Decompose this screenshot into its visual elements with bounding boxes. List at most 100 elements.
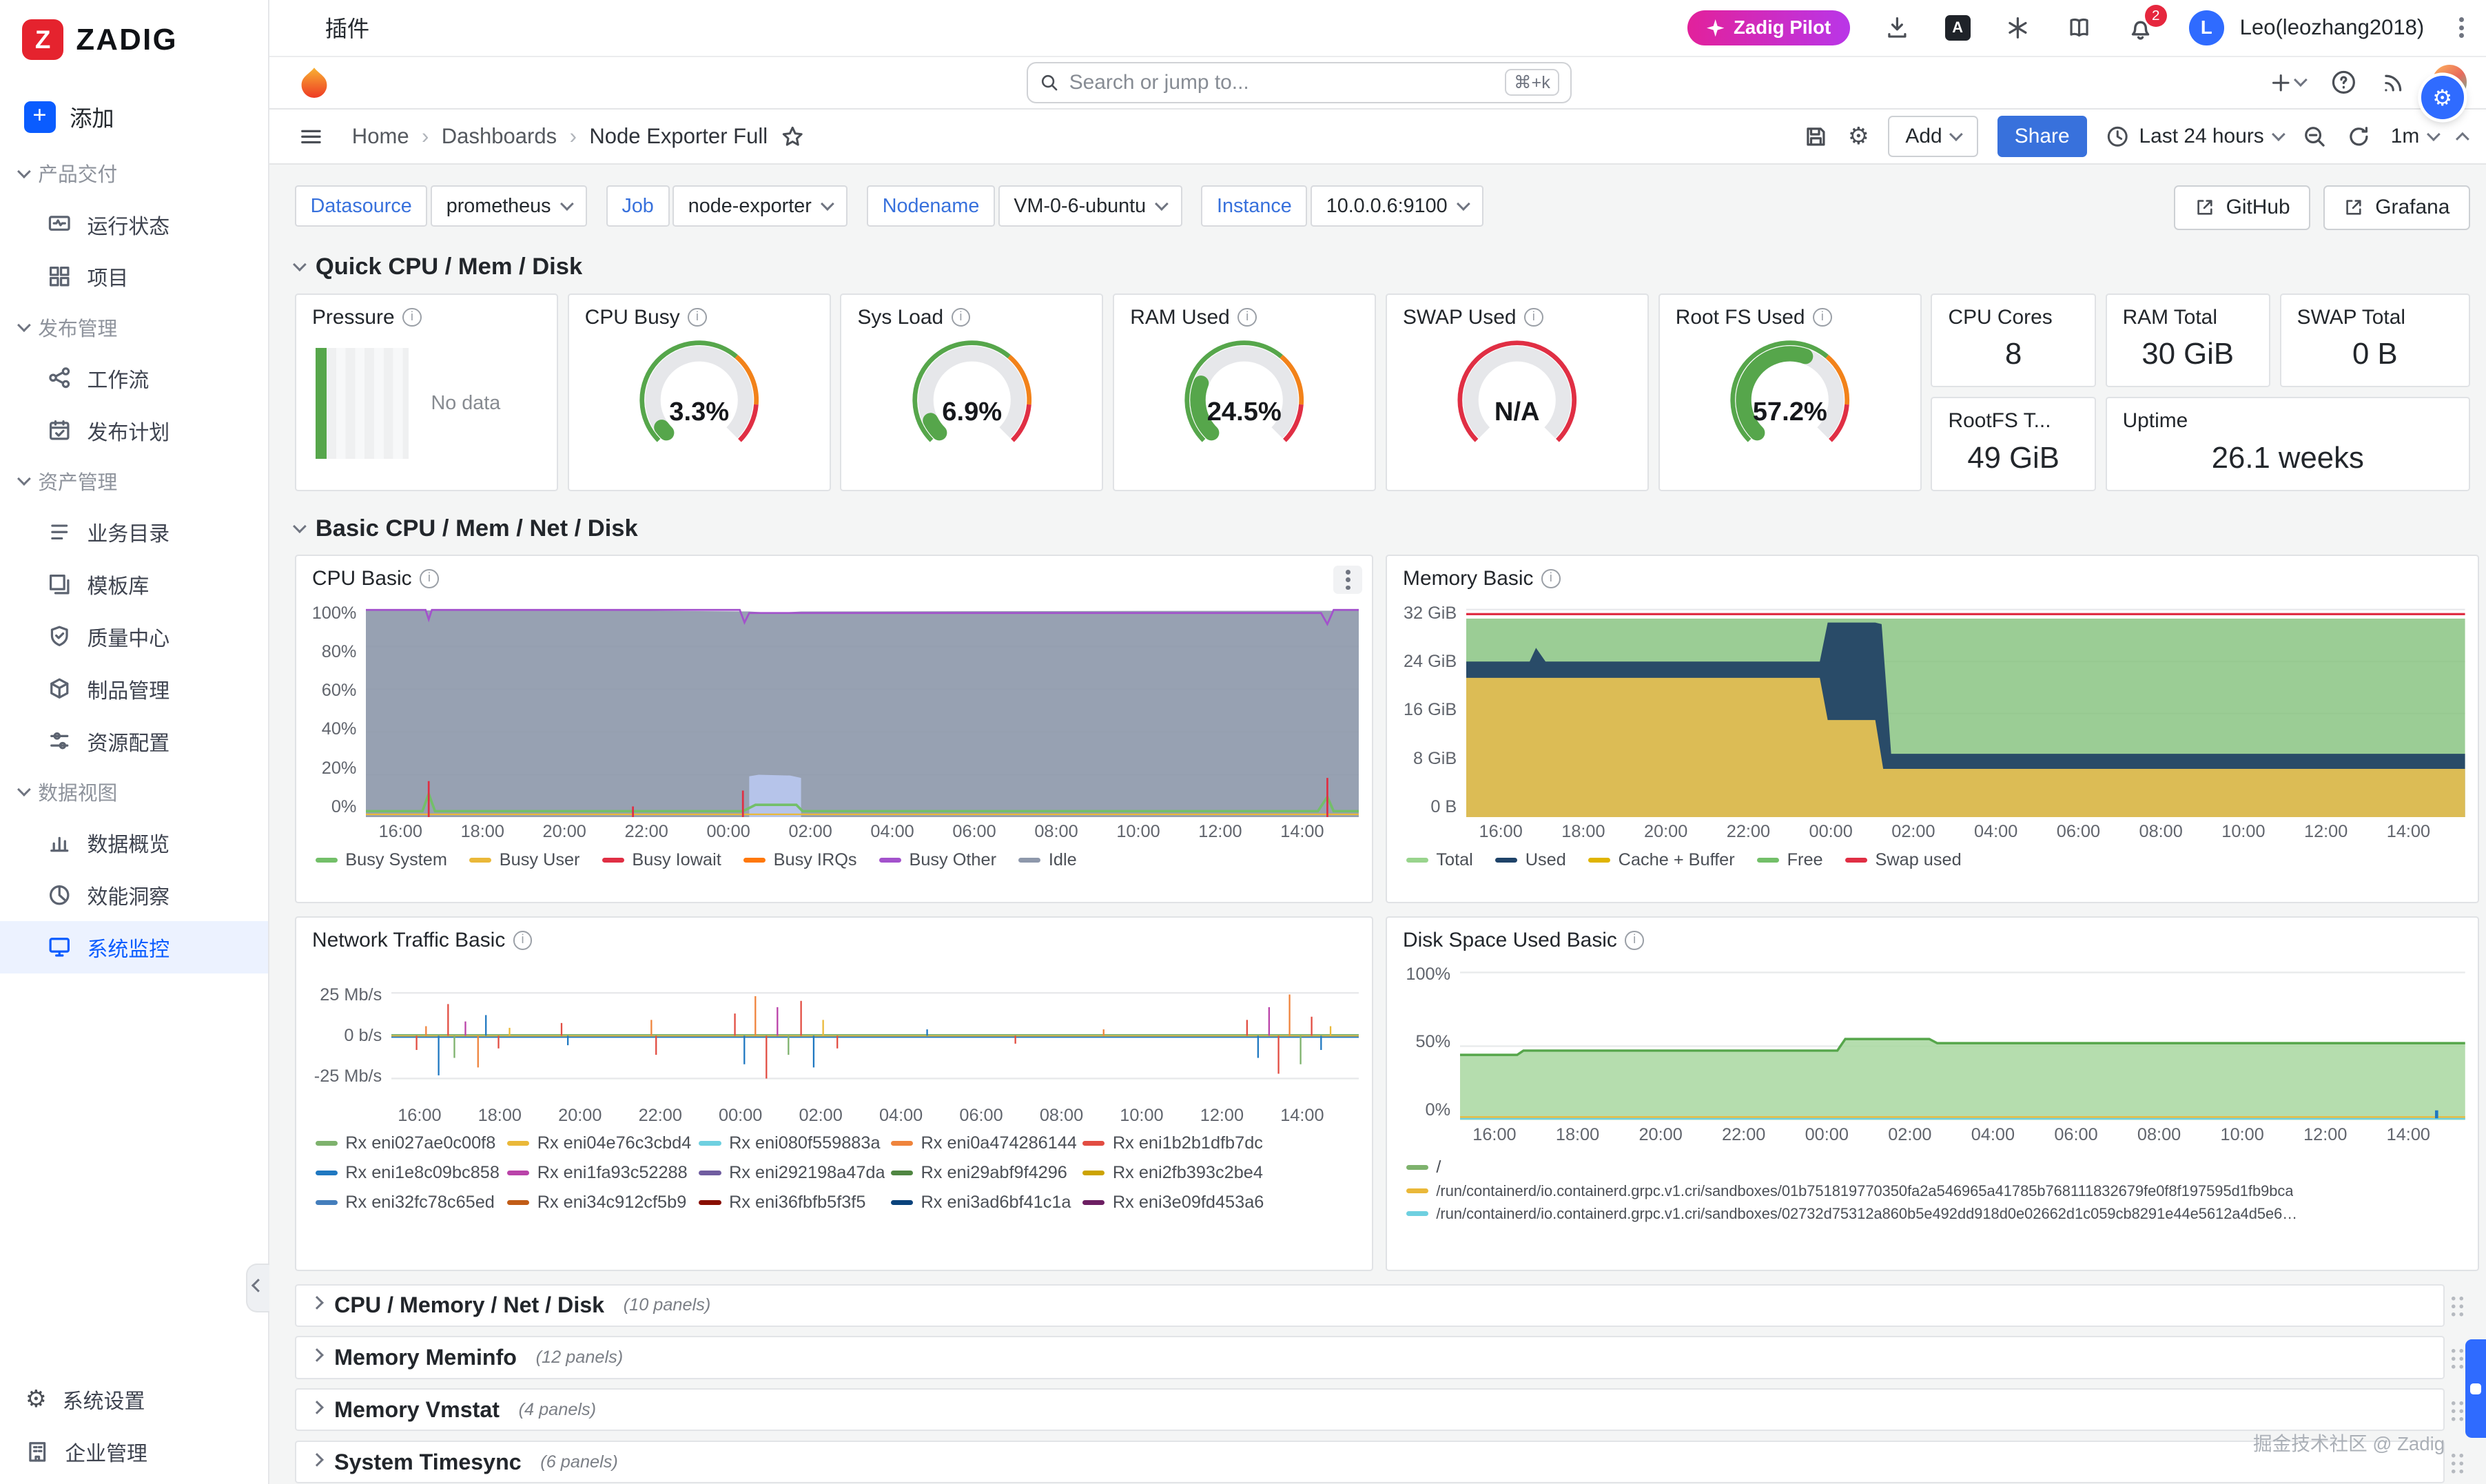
legend-item[interactable]: Busy IRQs xyxy=(743,850,857,870)
network-chart[interactable] xyxy=(391,971,1359,1101)
sidebar-group-product-delivery[interactable]: 产品交付 xyxy=(0,149,268,198)
memory-chart[interactable] xyxy=(1466,604,2465,818)
panel-swap-used[interactable]: SWAP Used N/A xyxy=(1385,293,1649,492)
legend-item[interactable]: Rx eni292198a47da xyxy=(699,1163,885,1183)
collapse-toolbar-icon[interactable] xyxy=(2455,132,2469,146)
refresh-interval-picker[interactable]: 1m xyxy=(2391,125,2441,148)
breadcrumb-dashboards[interactable]: Dashboards xyxy=(441,124,557,149)
download-icon[interactable] xyxy=(1884,15,1910,41)
zadig-pilot-button[interactable]: Zadig Pilot xyxy=(1687,10,1850,45)
legend-item[interactable]: Rx eni34c912cf5b9 xyxy=(506,1193,692,1213)
refresh-icon[interactable] xyxy=(2346,124,2372,150)
sidebar-item-artifacts[interactable]: 制品管理 xyxy=(0,663,268,715)
panel-ram-used[interactable]: RAM Used 24.5% xyxy=(1113,293,1377,492)
legend-item[interactable]: Rx eni080f559883a xyxy=(699,1133,884,1153)
menu-icon[interactable] xyxy=(298,124,324,150)
add-button[interactable]: + 添加 xyxy=(23,101,269,134)
dashboard-link-button[interactable]: GitHub xyxy=(2173,185,2311,230)
search-box[interactable]: ⌘+k xyxy=(1026,61,1572,103)
disk-chart[interactable] xyxy=(1459,965,2465,1120)
info-icon[interactable] xyxy=(688,307,707,327)
notifications-button[interactable]: 2 xyxy=(2127,5,2167,41)
info-icon[interactable] xyxy=(1524,307,1543,327)
book-icon[interactable] xyxy=(2066,16,2093,40)
legend-item[interactable]: Rx eni29abf9f4296 xyxy=(890,1163,1076,1183)
drag-handle-icon[interactable] xyxy=(2449,1452,2467,1477)
panel-uptime[interactable]: Uptime 26.1 weeks xyxy=(2105,397,2470,492)
legend-item[interactable]: Total xyxy=(1406,850,1473,870)
panel-network-traffic-basic[interactable]: Network Traffic Basic 25 Mb/s 0 b/s -25 Mb… xyxy=(294,916,1373,1272)
drag-handle-icon[interactable] xyxy=(2449,1399,2467,1425)
legend-item[interactable]: Rx eni1e8c09bc858 xyxy=(315,1163,501,1183)
legend-item[interactable]: Busy Other xyxy=(879,850,996,870)
filter-value-dropdown[interactable]: node-exporter xyxy=(672,185,848,227)
legend-item[interactable]: Rx eni04e76c3cbd4 xyxy=(506,1133,692,1153)
sidebar-item-system-monitoring[interactable]: 系统监控 xyxy=(0,920,269,973)
sidebar-item-business-catalog[interactable]: 业务目录 xyxy=(0,506,268,558)
legend-item[interactable]: Rx eni3e09fd453a6 xyxy=(1082,1193,1268,1213)
sidebar-item-insights[interactable]: 效能洞察 xyxy=(0,869,268,921)
legend-item[interactable]: /run/containerd/io.containerd.grpc.v1.cr… xyxy=(1406,1205,2469,1223)
sidebar-item-release-plan[interactable]: 发布计划 xyxy=(0,404,268,457)
legend-item[interactable]: Rx eni36fbfb5f3f5 xyxy=(699,1193,884,1213)
legend-item[interactable]: Swap used xyxy=(1845,850,1962,870)
sidebar-item-projects[interactable]: 项目 xyxy=(0,251,268,303)
share-button[interactable]: Share xyxy=(1997,116,2087,157)
panel-swap-total[interactable]: SWAP Total 0 B xyxy=(2279,293,2470,388)
info-icon[interactable] xyxy=(402,307,422,327)
section-quick-header[interactable]: Quick CPU / Mem / Disk xyxy=(293,254,2470,280)
info-icon[interactable] xyxy=(1541,569,1561,588)
filter-value-dropdown[interactable]: prometheus xyxy=(431,185,588,227)
legend-item[interactable]: Free xyxy=(1756,850,1823,870)
panel-pressure[interactable]: Pressure No data xyxy=(294,293,558,492)
sidebar-group-release-mgmt[interactable]: 发布管理 xyxy=(0,302,268,351)
legend-item[interactable]: Busy User xyxy=(469,850,579,870)
panel-cpu-basic[interactable]: CPU Basic 100% 80% 60% 40% 20% 0% xyxy=(294,555,1373,904)
user-name[interactable]: Leo(leozhang2018) xyxy=(2239,15,2425,40)
drag-handle-icon[interactable] xyxy=(2449,1347,2467,1373)
breadcrumb-home[interactable]: Home xyxy=(351,124,409,149)
collapsed-dashboard-row[interactable]: Memory Vmstat (4 panels) xyxy=(294,1388,2467,1432)
legend-item[interactable]: Busy Iowait xyxy=(602,850,721,870)
dashboard-link-button[interactable]: Grafana xyxy=(2323,185,2470,230)
cpu-chart[interactable] xyxy=(366,604,1359,818)
info-icon[interactable] xyxy=(1237,307,1257,327)
rss-icon[interactable] xyxy=(2381,70,2407,95)
more-menu-icon[interactable] xyxy=(2458,17,2464,39)
info-icon[interactable] xyxy=(1813,307,1832,327)
legend-item[interactable]: Rx eni0a474286144 xyxy=(890,1133,1076,1153)
filter-value-dropdown[interactable]: 10.0.0.6:9100 xyxy=(1311,185,1484,227)
panel-ram-total[interactable]: RAM Total 30 GiB xyxy=(2105,293,2270,388)
search-input[interactable] xyxy=(1069,70,1495,94)
sidebar-item-resources[interactable]: 资源配置 xyxy=(0,715,268,767)
info-icon[interactable] xyxy=(513,930,533,950)
user-avatar[interactable]: L xyxy=(2189,10,2224,45)
info-icon[interactable] xyxy=(420,569,439,588)
add-panel-button[interactable]: Add xyxy=(1888,116,1979,157)
sidebar-item-data-overview[interactable]: 数据概览 xyxy=(0,816,268,869)
sidebar-item-quality-center[interactable]: 质量中心 xyxy=(0,610,268,663)
sidebar-item-workflows[interactable]: 工作流 xyxy=(0,352,268,404)
collapsed-dashboard-row[interactable]: System Timesync (6 panels) xyxy=(294,1441,2467,1484)
legend-item[interactable]: Rx eni1fa93c52288 xyxy=(506,1163,692,1183)
sidebar-group-data-view[interactable]: 数据视图 xyxy=(0,767,268,816)
panel-sys-load[interactable]: Sys Load 6.9% xyxy=(840,293,1104,492)
sidebar-item-system-settings[interactable]: ⚙ 系统设置 xyxy=(0,1373,268,1425)
legend-item[interactable]: Busy System xyxy=(315,850,447,870)
sidebar-item-templates[interactable]: 模板库 xyxy=(0,558,268,610)
legend-item[interactable]: Rx eni32fc78c65ed xyxy=(315,1193,501,1213)
save-icon[interactable] xyxy=(1803,124,1829,150)
browser-extension-ribbon[interactable] xyxy=(2465,1339,2486,1438)
star-icon[interactable] xyxy=(781,125,805,149)
info-icon[interactable] xyxy=(1625,930,1644,950)
sidebar-collapse-handle[interactable] xyxy=(245,1263,270,1313)
panel-cpu-cores[interactable]: CPU Cores 8 xyxy=(1931,293,2096,388)
panel-cpu-busy[interactable]: CPU Busy 3.3% xyxy=(567,293,831,492)
dashboard-settings-icon[interactable]: ⚙ xyxy=(1847,123,1869,151)
collapsed-dashboard-row[interactable]: Memory Meminfo (12 panels) xyxy=(294,1336,2467,1379)
section-basic-header[interactable]: Basic CPU / Mem / Net / Disk xyxy=(293,515,2470,542)
legend-item[interactable]: / xyxy=(1406,1157,2469,1177)
sidebar-group-assets[interactable]: 资产管理 xyxy=(0,457,268,506)
sidebar-item-running-status[interactable]: 运行状态 xyxy=(0,198,268,251)
